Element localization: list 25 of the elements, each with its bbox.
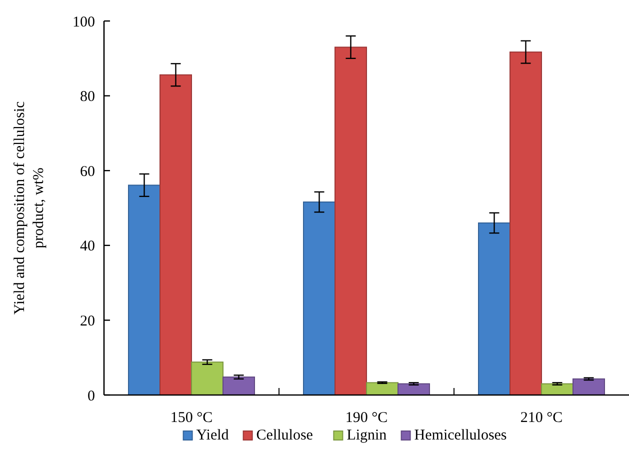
x-tick-label: 210 °C <box>520 410 563 426</box>
bar <box>510 52 542 396</box>
y-tick-label: 100 <box>72 14 95 30</box>
x-tick-label: 190 °C <box>345 410 388 426</box>
bar <box>478 222 510 396</box>
x-tick-label: 150 °C <box>170 410 213 426</box>
y-axis-title: Yield and composition of cellulosic product, wt% <box>12 101 47 315</box>
y-tick-label: 40 <box>80 238 95 255</box>
bar <box>398 383 430 396</box>
legend-label: Hemicelluloses <box>414 428 507 444</box>
legend-label: Yield <box>196 428 230 444</box>
y-tick-label: 60 <box>80 164 95 180</box>
bar <box>366 382 398 396</box>
bar <box>572 378 605 396</box>
y-tick-label: 20 <box>80 313 95 330</box>
bar <box>334 46 367 396</box>
bar <box>222 376 255 396</box>
legend-label: Lignin <box>346 428 388 444</box>
bar <box>128 184 160 396</box>
bar <box>191 362 224 396</box>
bar <box>160 74 192 396</box>
legend-label: Cellulose <box>256 428 314 444</box>
y-tick-label: 80 <box>80 89 95 106</box>
bar <box>303 202 336 396</box>
y-tick-label: 0 <box>88 388 95 404</box>
